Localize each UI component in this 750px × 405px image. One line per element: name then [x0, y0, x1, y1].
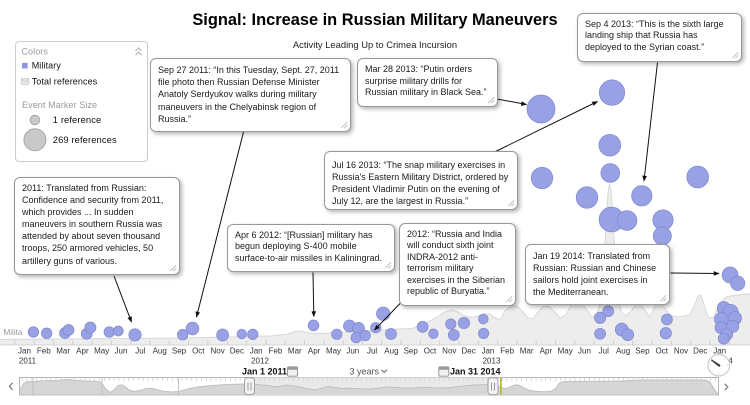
svg-text:Mar: Mar	[56, 347, 70, 356]
svg-text:Sep: Sep	[172, 347, 187, 356]
svg-text:Colors: Colors	[21, 47, 48, 57]
svg-text:Apr: Apr	[540, 347, 553, 356]
svg-text:Sep: Sep	[635, 347, 650, 356]
svg-text:Jan: Jan	[18, 347, 31, 356]
svg-text:Jul: Jul	[135, 347, 145, 356]
svg-text:Aug: Aug	[384, 347, 398, 356]
svg-text:Dec: Dec	[230, 347, 244, 356]
svg-text:Oct: Oct	[655, 347, 668, 356]
svg-text:3 years: 3 years	[350, 367, 380, 377]
svg-text:Jan 31 2014: Jan 31 2014	[450, 366, 501, 376]
svg-text:Oct: Oct	[424, 347, 437, 356]
svg-text:Feb: Feb	[500, 347, 514, 356]
svg-text:Milita: Milita	[4, 328, 23, 337]
svg-text:Apr: Apr	[76, 347, 89, 356]
svg-text:1 reference: 1 reference	[53, 114, 102, 125]
svg-text:Aug: Aug	[616, 347, 630, 356]
svg-text:2012: 2012	[251, 357, 269, 366]
svg-text:Jan: Jan	[250, 347, 263, 356]
svg-text:Sep: Sep	[404, 347, 419, 356]
svg-text:May: May	[326, 347, 341, 356]
svg-text:Jul: Jul	[599, 347, 609, 356]
svg-text:Total references: Total references	[32, 77, 98, 87]
svg-text:Oct: Oct	[192, 347, 205, 356]
svg-text:Jun: Jun	[578, 347, 591, 356]
svg-text:Mar: Mar	[520, 347, 534, 356]
svg-text:Military: Military	[32, 60, 62, 70]
svg-text:2011: 2011	[19, 357, 37, 366]
svg-text:Event Marker Size: Event Marker Size	[22, 100, 97, 110]
svg-text:Jan 1 2011: Jan 1 2011	[242, 366, 287, 376]
svg-text:Feb: Feb	[269, 347, 283, 356]
svg-text:Dec: Dec	[461, 347, 475, 356]
svg-text:May: May	[94, 347, 109, 356]
svg-text:Mar: Mar	[288, 347, 302, 356]
svg-text:Aug: Aug	[153, 347, 167, 356]
svg-text:Dec: Dec	[693, 347, 707, 356]
svg-text:Jun: Jun	[115, 347, 128, 356]
svg-text:Nov: Nov	[210, 347, 224, 356]
svg-text:Nov: Nov	[442, 347, 456, 356]
svg-text:269 references: 269 references	[53, 134, 117, 145]
svg-text:Apr: Apr	[308, 347, 321, 356]
svg-text:2013: 2013	[483, 357, 501, 366]
svg-text:Jul: Jul	[367, 347, 377, 356]
svg-text:Feb: Feb	[37, 347, 51, 356]
svg-text:Jan: Jan	[713, 347, 726, 356]
svg-text:May: May	[558, 347, 573, 356]
svg-text:Jan: Jan	[481, 347, 494, 356]
svg-text:Nov: Nov	[674, 347, 688, 356]
svg-text:Jun: Jun	[346, 347, 359, 356]
